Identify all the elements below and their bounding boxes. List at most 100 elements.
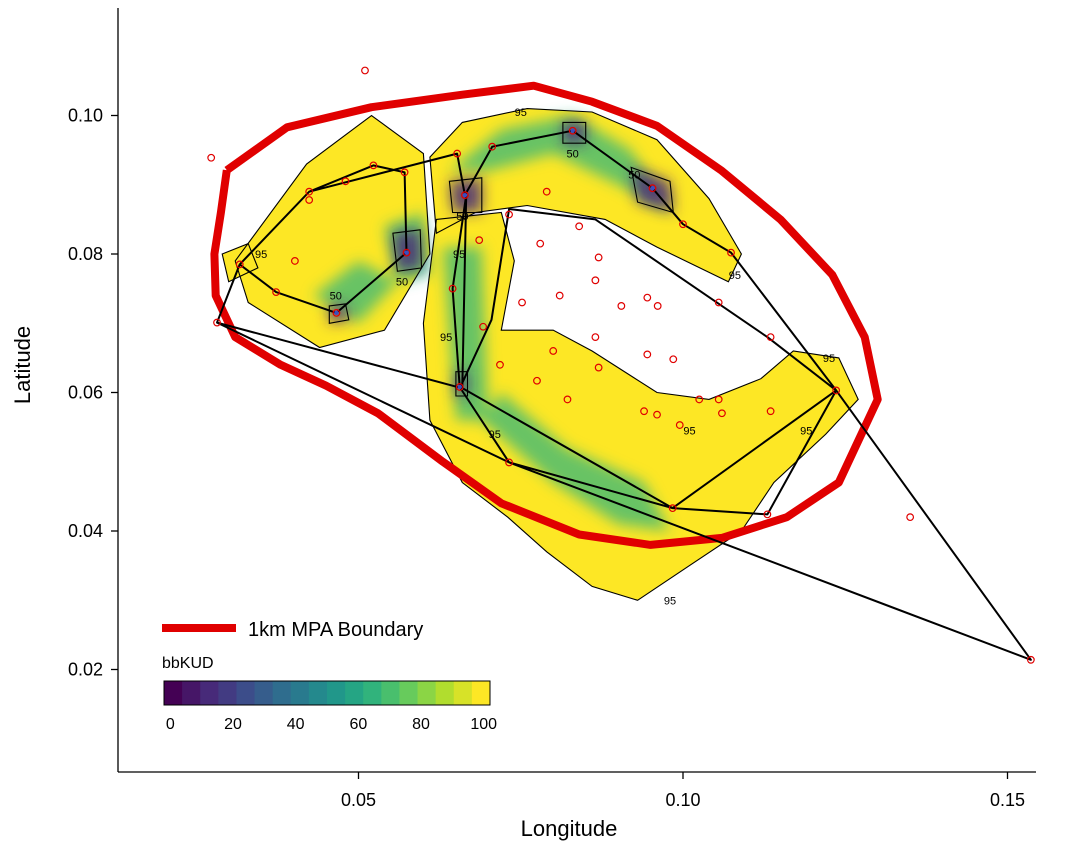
detection-point [488, 142, 497, 151]
detection-point [496, 360, 504, 369]
detection-point [455, 383, 464, 391]
legend: 1km MPA Boundary bbKUD 0 20 40 60 80 100 [162, 619, 497, 733]
kud-50-contour [448, 177, 483, 214]
detection-point [714, 395, 723, 404]
detection-point [549, 347, 558, 355]
detection-point [643, 293, 652, 302]
colorbar-tick-label: 40 [287, 716, 305, 733]
contour-label: 50 [330, 291, 342, 303]
contour-label: 95 [683, 426, 695, 438]
colorbar-swatch [290, 681, 310, 705]
contour-label: 50 [567, 149, 579, 161]
x-tick-label: 0.15 [990, 790, 1025, 810]
contour-label: 95 [440, 332, 452, 344]
detection-point [505, 458, 513, 467]
kud-95-contour [221, 242, 259, 283]
contour-label: 95 [453, 249, 465, 261]
core-point [570, 128, 575, 133]
detection-point [727, 248, 735, 257]
detection-point [369, 161, 378, 170]
core-point [462, 192, 468, 198]
colorbar-swatch [218, 681, 237, 705]
detection-point [906, 513, 915, 522]
detection-point [400, 168, 409, 177]
detection-point [640, 407, 648, 416]
detection-point [617, 302, 626, 310]
y-ticks: 0.02 0.04 0.06 0.08 0.10 [68, 106, 118, 680]
axes: 0.05 0.10 0.15 0.02 0.04 0.06 0.08 0.10 Longit… [10, 8, 1036, 841]
legend-boundary-label: 1km MPA Boundary [248, 619, 423, 641]
colorbar-swatch [417, 681, 437, 705]
detection-point [461, 191, 469, 200]
colorbar-swatch [381, 681, 400, 705]
detection-points [207, 66, 1035, 664]
mpa-boundary-line [210, 81, 882, 549]
colorbar-tick-label: 0 [166, 716, 175, 733]
colorbar-tick-label: 100 [470, 716, 497, 733]
kud-mid-area [449, 115, 670, 213]
y-tick-label: 0.08 [68, 244, 103, 264]
kud-mid-area [442, 247, 489, 421]
detection-point [305, 187, 314, 196]
colorbar-ticks: 0 20 40 60 80 100 [166, 716, 497, 733]
kud-contour-lines [221, 108, 859, 601]
detection-point [555, 291, 564, 300]
colorbar-swatch [363, 681, 382, 705]
colorbar-swatch [308, 681, 328, 705]
detection-point [479, 322, 488, 331]
y-tick-label: 0.10 [68, 106, 103, 126]
detection-point [763, 510, 772, 519]
detection-point [1026, 655, 1035, 664]
detection-point [475, 236, 484, 245]
detection-point [305, 196, 314, 204]
colorbar-swatch [327, 681, 346, 705]
y-axis-title: Latitude [10, 326, 35, 404]
colorbar-swatch [254, 681, 274, 705]
kud-95-contour [234, 114, 431, 349]
contour-label: 95 [823, 353, 835, 365]
core-point [650, 186, 655, 191]
detection-point [575, 222, 584, 231]
detection-point [679, 220, 687, 229]
detection-point [207, 153, 216, 162]
colorbar [163, 680, 491, 706]
colorbar-swatch [164, 681, 183, 705]
kud-50-contour [562, 121, 587, 144]
detection-point [213, 318, 221, 327]
kud-50-contour [328, 303, 350, 324]
colorbar-swatch [471, 681, 491, 705]
detection-point [448, 284, 457, 293]
detection-point [536, 239, 545, 248]
colorbar-swatch [200, 681, 219, 705]
y-tick-label: 0.04 [68, 521, 103, 541]
detection-point [341, 177, 350, 186]
colorbar-title: bbKUD [162, 655, 214, 672]
movement-track-line [216, 129, 1032, 661]
detection-point [563, 395, 572, 404]
kud-50-contour [392, 229, 423, 272]
kud-core-area [329, 303, 349, 324]
detection-point [591, 333, 600, 342]
detection-point [766, 407, 775, 416]
x-tick-label: 0.10 [665, 790, 700, 810]
detection-point [718, 409, 726, 418]
y-tick-label: 0.06 [68, 383, 103, 403]
colorbar-swatch [399, 681, 419, 705]
detection-point [653, 302, 662, 310]
detection-point [290, 257, 299, 265]
detection-point [766, 333, 775, 342]
core-point [457, 384, 462, 390]
contour-label: 95 [729, 270, 741, 282]
detection-point [591, 276, 600, 285]
colorbar-swatch [272, 681, 292, 705]
core-point [334, 310, 339, 316]
contour-label: 95 [515, 107, 527, 119]
colorbar-swatch [453, 681, 473, 705]
colorbar-tick-label: 20 [224, 716, 242, 733]
kud-95-contour [429, 108, 743, 283]
detection-point [714, 298, 723, 307]
colorbar-tick-label: 80 [412, 716, 430, 733]
x-axis-title: Longitude [521, 816, 618, 841]
detection-point [695, 395, 704, 404]
